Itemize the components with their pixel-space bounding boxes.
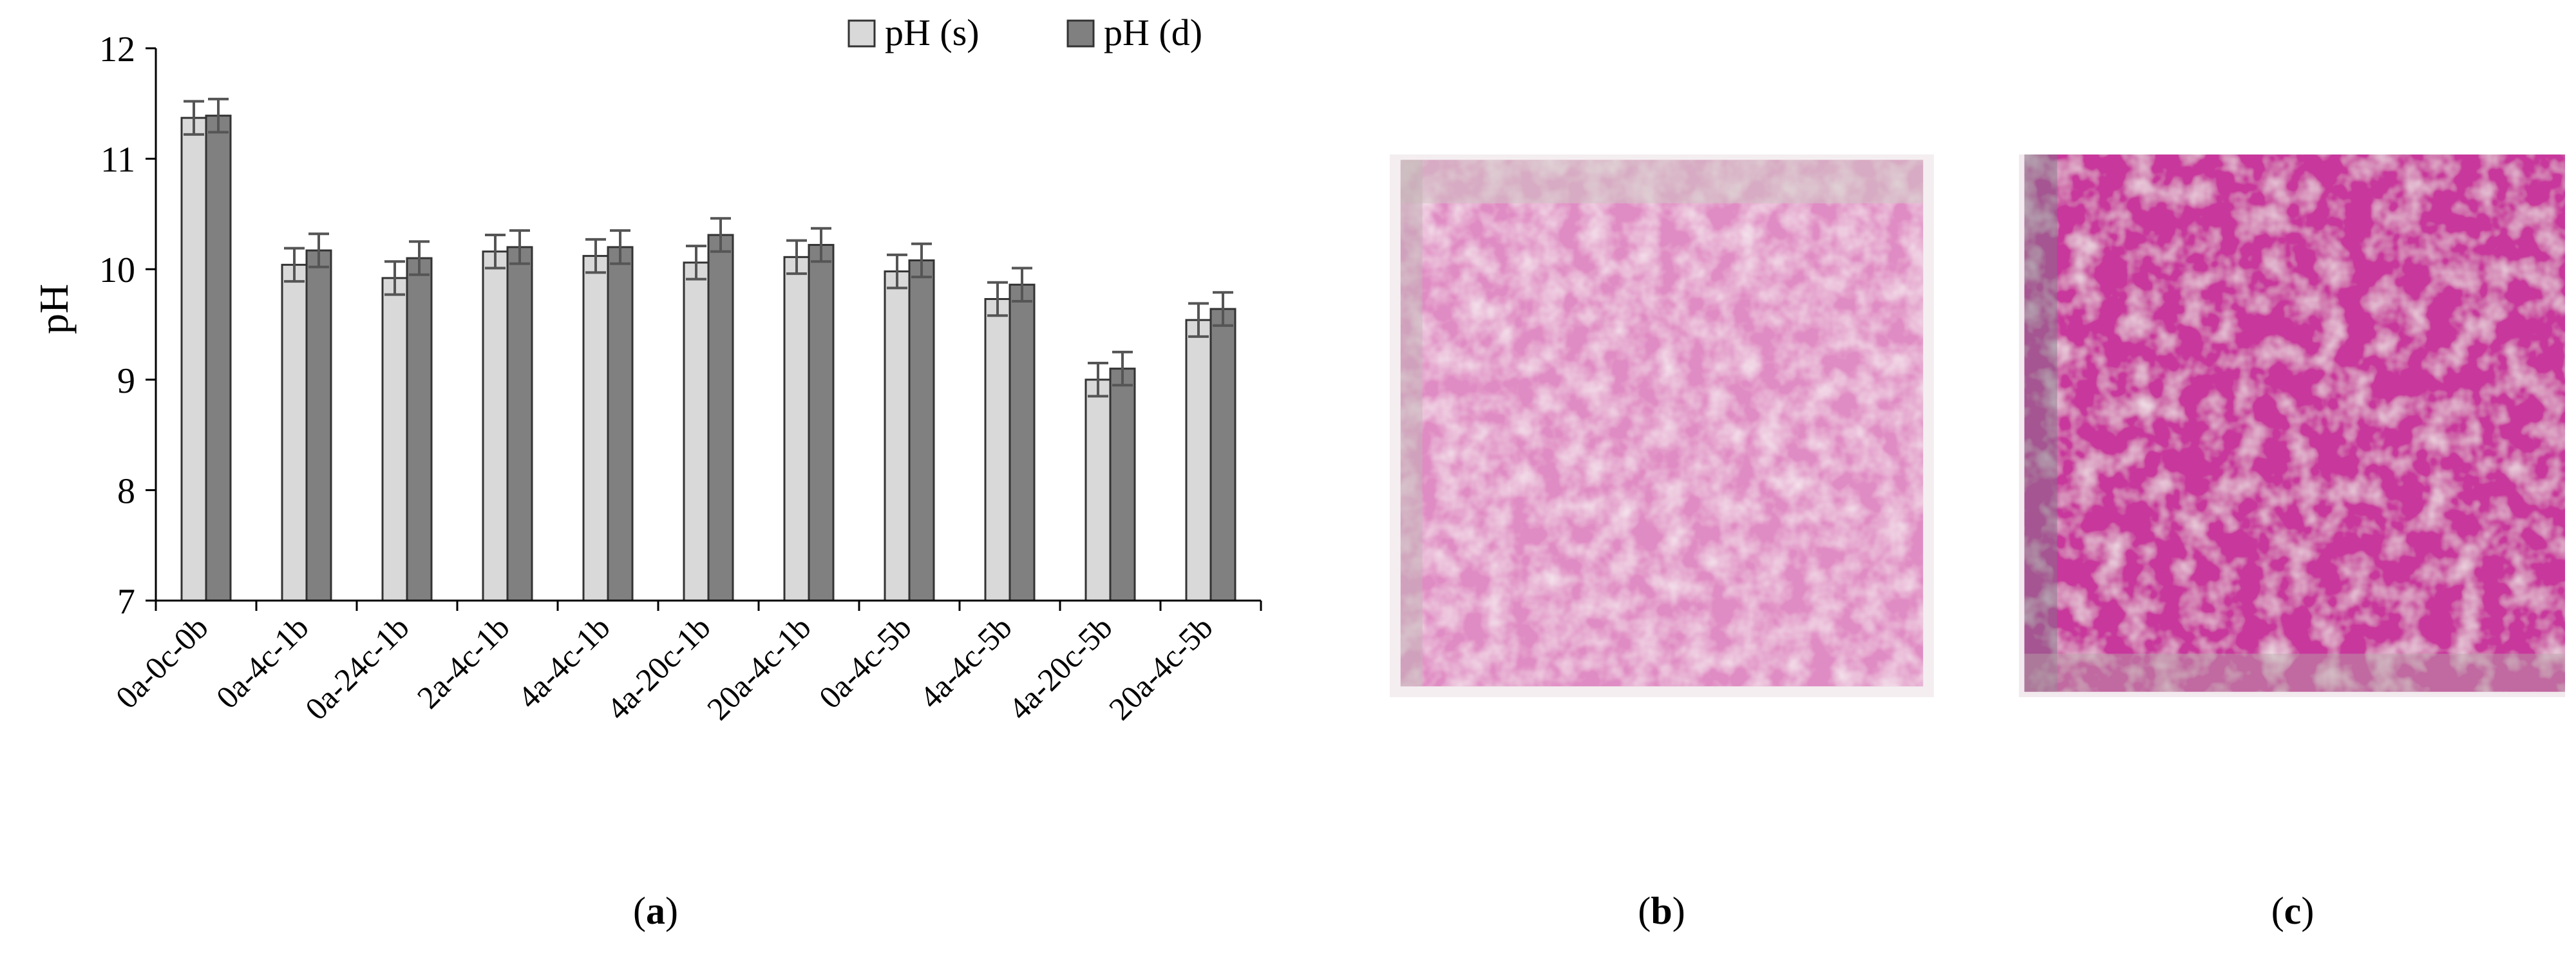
bar-s-0a-24c-1b <box>381 277 408 602</box>
y-tick-label-12: 12 <box>99 30 135 70</box>
bar-s-20a-4c-1b <box>783 256 810 602</box>
bar-s-0a-4c-5b <box>884 270 911 602</box>
y-tick-labels: 7 8 9 10 11 12 <box>99 30 135 622</box>
error-bar-d-20a-4c-5b <box>1213 291 1233 327</box>
bar-d-0a-4c-1b <box>305 249 332 602</box>
error-bar-s-0a-4c-5b <box>887 253 907 290</box>
error-bar-d-4a-4c-5b <box>1012 266 1032 303</box>
bar-d-0a-24c-1b <box>406 257 433 602</box>
y-tick-label-8: 8 <box>117 471 135 511</box>
error-bar-d-4a-20c-1b <box>710 217 731 253</box>
error-bar-s-4a-20c-5b <box>1088 362 1108 398</box>
bar-d-20a-4c-1b <box>808 243 835 602</box>
error-bar-d-0a-4c-5b <box>911 242 932 279</box>
legend-label-d: pH (d) <box>1104 12 1202 53</box>
y-axis-label: pH <box>31 284 77 334</box>
error-bar-d-20a-4c-1b <box>811 227 831 263</box>
x-tick-label-4a-20c-5b: 4a-20c-5b <box>1001 609 1119 727</box>
y-tick-label-9: 9 <box>117 361 135 401</box>
bar-d-4a-20c-5b <box>1109 368 1136 602</box>
bar-d-2a-4c-1b <box>506 246 533 602</box>
error-bar-s-4a-20c-1b <box>686 245 706 281</box>
bar-d-4a-4c-5b <box>1009 283 1036 602</box>
x-tick-label-2a-4c-1b: 2a-4c-1b <box>410 609 516 715</box>
legend-swatch-d <box>1066 19 1095 48</box>
error-bars-group <box>184 97 1233 398</box>
y-tick-label-10: 10 <box>99 250 135 290</box>
photo-specimen-b <box>1390 154 1934 697</box>
bar-s-2a-4c-1b <box>482 250 509 602</box>
bar-s-4a-4c-1b <box>582 255 609 602</box>
bar-s-4a-20c-1b <box>683 261 710 602</box>
error-bar-d-4a-20c-5b <box>1112 350 1133 387</box>
error-bar-s-20a-4c-5b <box>1188 302 1209 338</box>
error-bar-s-0a-24c-1b <box>384 260 405 296</box>
bar-d-0a-4c-5b <box>908 259 935 602</box>
x-tick-label-0a-24c-1b: 0a-24c-1b <box>298 609 416 727</box>
error-bar-d-0a-0c-0b <box>208 97 229 134</box>
error-bar-s-2a-4c-1b <box>485 234 506 270</box>
legend-swatch-s <box>848 19 876 48</box>
x-tick-label-4a-20c-1b: 4a-20c-1b <box>600 609 717 727</box>
bars-group <box>180 115 1236 602</box>
error-bar-s-4a-4c-5b <box>987 281 1008 317</box>
x-tick-label-20a-4c-1b: 20a-4c-1b <box>700 609 818 727</box>
bar-s-0a-4c-1b <box>281 263 308 602</box>
legend-label-s: pH (s) <box>885 12 980 53</box>
panel-label-b: (b) <box>1638 890 1685 932</box>
bar-d-4a-4c-1b <box>607 246 634 602</box>
error-bar-d-0a-4c-1b <box>308 232 329 268</box>
panel-label-a: (a) <box>633 890 678 932</box>
bar-d-20a-4c-5b <box>1209 308 1236 602</box>
panel-label-c: (c) <box>2271 890 2315 932</box>
bar-d-4a-20c-1b <box>707 234 734 602</box>
error-bar-s-20a-4c-1b <box>786 239 807 276</box>
axes-group <box>146 47 1262 611</box>
x-tick-label-0a-4c-5b: 0a-4c-5b <box>812 609 918 715</box>
photo-specimen-c <box>2019 154 2565 697</box>
bar-s-0a-0c-0b <box>180 117 207 602</box>
bar-s-4a-20c-5b <box>1084 379 1112 602</box>
bar-s-20a-4c-5b <box>1185 319 1212 602</box>
error-bar-s-4a-4c-1b <box>585 238 606 274</box>
x-tick-label-20a-4c-5b: 20a-4c-5b <box>1102 609 1220 727</box>
error-bar-s-0a-0c-0b <box>184 100 204 136</box>
bar-s-4a-4c-5b <box>984 298 1011 602</box>
x-tick-labels: 0a-0c-0b0a-4c-1b0a-24c-1b2a-4c-1b4a-4c-1… <box>109 609 1220 727</box>
y-tick-label-11: 11 <box>100 140 135 180</box>
ph-bar-chart: pH (s) pH (d) 7 8 9 10 11 12 0a-0c-0b0a-4c-1b0… <box>31 12 1262 727</box>
error-bar-d-2a-4c-1b <box>509 229 530 265</box>
x-tick-label-0a-0c-0b: 0a-0c-0b <box>109 609 215 715</box>
y-tick-label-7: 7 <box>117 582 135 622</box>
legend: pH (s) pH (d) <box>848 12 1202 53</box>
error-bar-d-4a-4c-1b <box>610 229 630 265</box>
bar-d-0a-0c-0b <box>205 115 232 602</box>
error-bar-d-0a-24c-1b <box>409 240 430 276</box>
error-bar-s-0a-4c-1b <box>284 247 305 283</box>
